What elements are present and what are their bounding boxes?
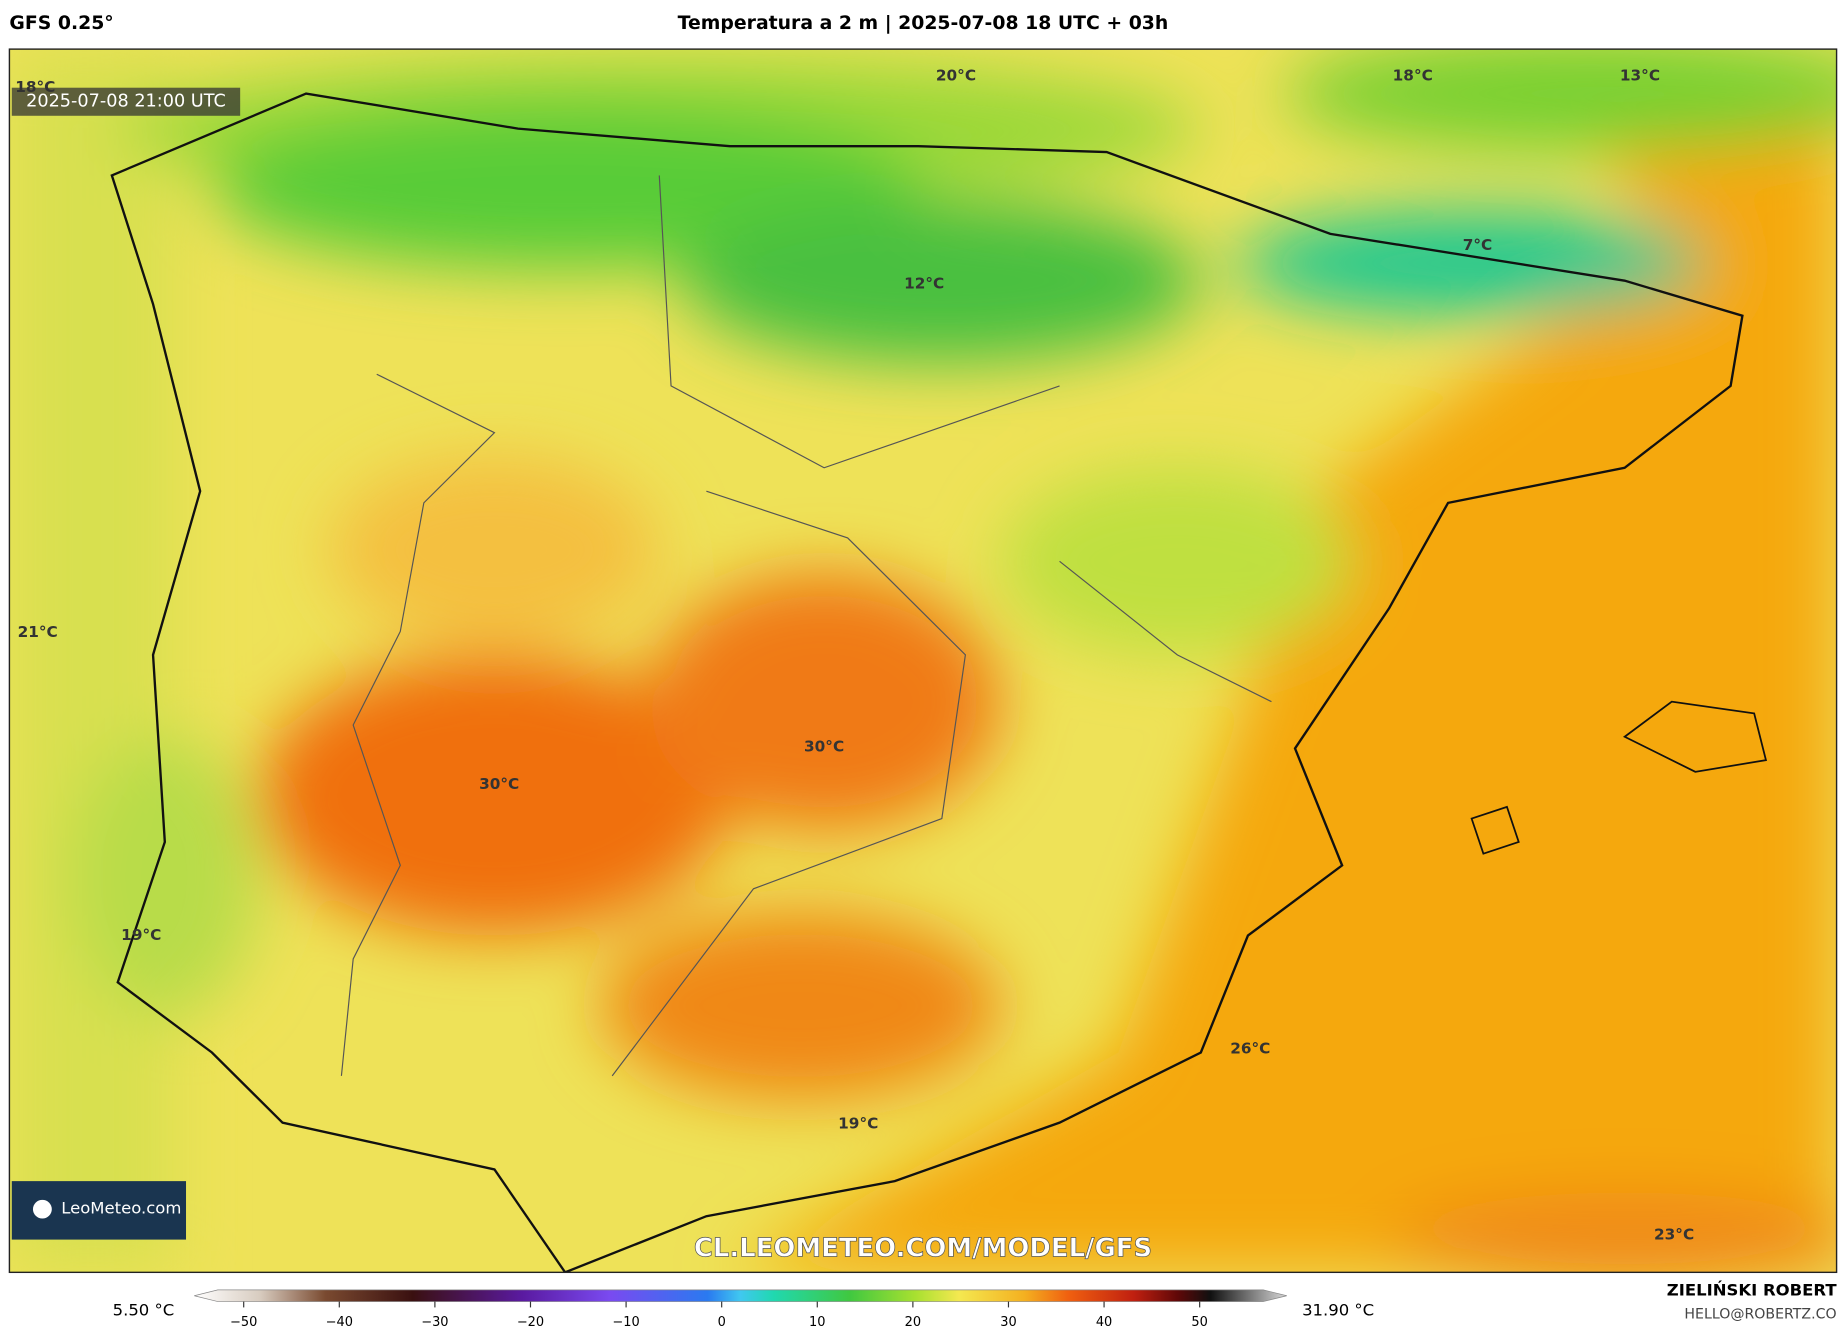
temperature-label: 30°C (804, 738, 844, 756)
temperature-label: 12°C (904, 275, 944, 293)
model-name: GFS 0.25° (9, 13, 113, 34)
colorbar-tick-label: 50 (1191, 1315, 1207, 1330)
temperature-label: 19°C (121, 926, 161, 944)
legend-max: 31.90 °C (1302, 1300, 1374, 1319)
temperature-label: 18°C (1393, 67, 1433, 85)
temperature-label: 21°C (18, 623, 58, 641)
temperature-label: 30°C (479, 775, 519, 793)
timestamp-box (11, 87, 241, 116)
colorbar-tick-label: 40 (1096, 1315, 1112, 1330)
temperature-label: 26°C (1230, 1040, 1270, 1058)
colorbar-tick-label: −50 (230, 1315, 257, 1330)
temperature-label: 23°C (1654, 1225, 1694, 1243)
logo: LeoMeteo.com (61, 1199, 181, 1218)
coastline (110, 92, 1744, 1273)
colorbar-tick-label: −40 (326, 1315, 353, 1330)
colorbar-tick-label: 20 (905, 1315, 921, 1330)
colorbar-tick-label: 0 (718, 1315, 726, 1330)
temperature-label: 7°C (1463, 236, 1493, 254)
colorbar-tick-label: −10 (612, 1315, 639, 1330)
legend-min: 5.50 °C (113, 1300, 175, 1319)
map-title: Temperatura a 2 m | 2025-07-08 18 UTC + … (678, 13, 1169, 34)
colorbar-tick-label: 10 (809, 1315, 825, 1330)
temperature-label: 13°C (1620, 67, 1660, 85)
timestamp: 2025-07-08 21:00 UTC (26, 92, 226, 112)
islands (1470, 700, 1768, 855)
colorbar-tick-label: −20 (517, 1315, 544, 1330)
colorbar-tick-label: −30 (421, 1315, 448, 1330)
temperature-label: 19°C (838, 1114, 878, 1132)
colorbar-tick-label: 30 (1000, 1315, 1016, 1330)
temperature-label: 20°C (936, 67, 976, 85)
map-frame (8, 48, 1838, 1274)
logo-icon (32, 1199, 52, 1219)
source-url: CL.LEOMETEO.COM/MODEL/GFS (694, 1234, 1152, 1264)
author: ZIELIŃSKI ROBERT (1667, 1281, 1838, 1300)
email: HELLO@ROBERTZ.CO (1684, 1306, 1836, 1322)
map: 18°C20°C 18°C 13°C7°C12°C21°C30°C30°C19°C2… (9, 49, 1837, 1273)
borders (340, 175, 1272, 1077)
colorbar (194, 1289, 1287, 1302)
